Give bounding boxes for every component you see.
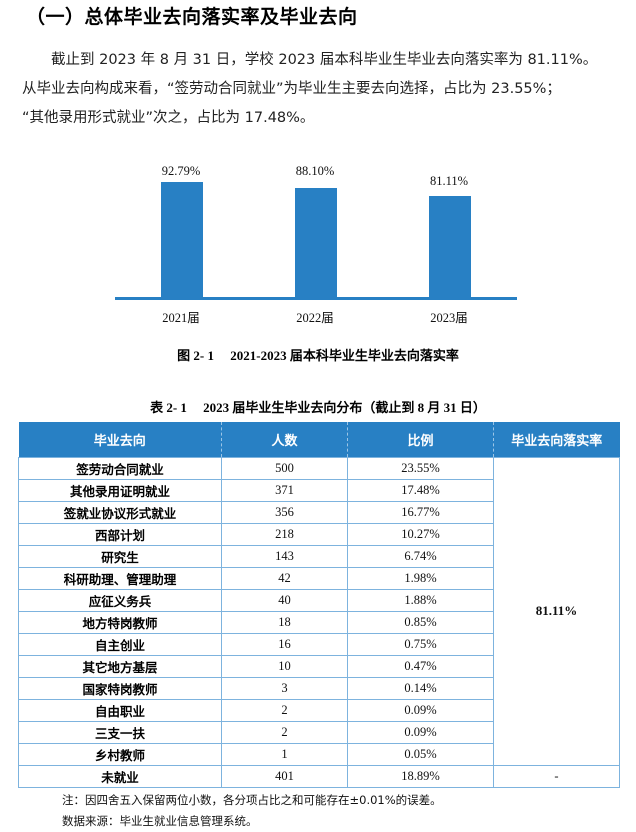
category-label: 2021届 xyxy=(162,311,200,325)
destination-cell: 科研助理、管理助理 xyxy=(18,566,222,590)
footnote: 注：因四舍五入保留两位小数，各分项占比之和可能存在±0.01%的误差。 xyxy=(62,793,442,807)
ratio-cell: 0.05% xyxy=(347,742,494,766)
count-cell: 1 xyxy=(221,742,348,766)
destination-cell: 西部计划 xyxy=(18,522,222,546)
ratio-cell: 6.74% xyxy=(347,544,494,568)
category-label: 2022届 xyxy=(296,311,334,325)
count-cell: 356 xyxy=(221,500,348,524)
bar-2023 xyxy=(429,196,471,297)
table-row: 研究生 143 6.74% xyxy=(18,544,620,568)
data-source: 数据来源：毕业生就业信息管理系统。 xyxy=(62,814,258,828)
ratio-cell: 1.88% xyxy=(347,588,494,612)
count-cell: 500 xyxy=(221,456,348,480)
section-title: （一）总体毕业去向落实率及毕业去向 xyxy=(26,6,358,28)
header-count: 人数 xyxy=(221,422,348,457)
table-row: 自由职业 2 0.09% xyxy=(18,698,620,722)
count-cell: 18 xyxy=(221,610,348,634)
count-cell: 40 xyxy=(221,588,348,612)
ratio-cell: 0.14% xyxy=(347,676,494,700)
count-cell: 2 xyxy=(221,720,348,744)
destination-cell: 其它地方基层 xyxy=(18,654,222,678)
destination-cell: 应征义务兵 xyxy=(18,588,222,612)
table-header-row: 毕业去向 人数 比例 毕业去向落实率 xyxy=(18,422,620,457)
employed-rate-cell: 81.11% xyxy=(493,456,620,766)
destination-cell: 其他录用证明就业 xyxy=(18,478,222,502)
count-cell: 401 xyxy=(221,764,348,788)
figure-caption: 图 2- 1 2021-2023 届本科毕业生毕业去向落实率 xyxy=(177,348,459,363)
unemployed-rate-cell: - xyxy=(493,764,620,788)
table-row-unemployed: 未就业 401 18.89% - xyxy=(18,764,620,788)
count-cell: 42 xyxy=(221,566,348,590)
destination-cell: 签就业协议形式就业 xyxy=(18,500,222,524)
count-cell: 371 xyxy=(221,478,348,502)
paragraph-line-3: “其他录用形式就业”次之，占比为 17.48%。 xyxy=(22,110,315,126)
bar-2022 xyxy=(295,188,337,297)
count-cell: 16 xyxy=(221,632,348,656)
bar-2021 xyxy=(161,182,203,297)
destination-cell: 签劳动合同就业 xyxy=(18,456,222,480)
ratio-cell: 0.85% xyxy=(347,610,494,634)
ratio-cell: 0.75% xyxy=(347,632,494,656)
header-destination: 毕业去向 xyxy=(18,422,222,457)
destination-cell: 乡村教师 xyxy=(18,742,222,766)
paragraph-line-1: 截止到 2023 年 8 月 31 日，学校 2023 届本科毕业生毕业去向落实… xyxy=(51,52,598,68)
table-row: 自主创业 16 0.75% xyxy=(18,632,620,656)
count-cell: 10 xyxy=(221,654,348,678)
category-label: 2023届 xyxy=(430,311,468,325)
bar-value-label: 81.11% xyxy=(429,174,469,188)
count-cell: 143 xyxy=(221,544,348,568)
bar-value-label: 88.10% xyxy=(295,164,335,178)
destination-cell: 自由职业 xyxy=(18,698,222,722)
table-caption: 表 2- 1 2023 届毕业生毕业去向分布（截止到 8 月 31 日） xyxy=(150,400,486,415)
table-row: 三支一扶 2 0.09% xyxy=(18,720,620,744)
ratio-cell: 10.27% xyxy=(347,522,494,546)
table-row: 科研助理、管理助理 42 1.98% xyxy=(18,566,620,590)
ratio-cell: 16.77% xyxy=(347,500,494,524)
table-row: 签就业协议形式就业 356 16.77% xyxy=(18,500,620,524)
count-cell: 2 xyxy=(221,698,348,722)
destination-cell: 自主创业 xyxy=(18,632,222,656)
table-row: 签劳动合同就业 500 23.55% 81.11% xyxy=(18,456,620,766)
header-ratio: 比例 xyxy=(347,422,494,457)
destination-cell: 未就业 xyxy=(18,764,222,788)
ratio-cell: 23.55% xyxy=(347,456,494,480)
paragraph-line-2: 从毕业去向构成来看，“签劳动合同就业”为毕业生主要去向选择，占比为 23.55%… xyxy=(22,81,561,97)
count-cell: 218 xyxy=(221,522,348,546)
ratio-cell: 0.47% xyxy=(347,654,494,678)
bar-chart: 92.79% 88.10% 81.11% 2021届 2022届 2023届 xyxy=(100,150,540,340)
ratio-cell: 18.89% xyxy=(347,764,494,788)
table-row: 乡村教师 1 0.05% xyxy=(18,742,620,766)
count-cell: 3 xyxy=(221,676,348,700)
destination-cell: 地方特岗教师 xyxy=(18,610,222,634)
header-rate: 毕业去向落实率 xyxy=(493,422,620,457)
table-row: 其它地方基层 10 0.47% xyxy=(18,654,620,678)
ratio-cell: 17.48% xyxy=(347,478,494,502)
x-axis-line xyxy=(115,297,517,300)
ratio-cell: 1.98% xyxy=(347,566,494,590)
table-row: 应征义务兵 40 1.88% xyxy=(18,588,620,612)
destination-cell: 研究生 xyxy=(18,544,222,568)
destination-table: 毕业去向 人数 比例 毕业去向落实率 签劳动合同就业 500 23.55% 81… xyxy=(18,422,620,788)
ratio-cell: 0.09% xyxy=(347,720,494,744)
bar-value-label: 92.79% xyxy=(161,164,201,178)
table-row: 地方特岗教师 18 0.85% xyxy=(18,610,620,634)
ratio-cell: 0.09% xyxy=(347,698,494,722)
destination-cell: 国家特岗教师 xyxy=(18,676,222,700)
destination-cell: 三支一扶 xyxy=(18,720,222,744)
